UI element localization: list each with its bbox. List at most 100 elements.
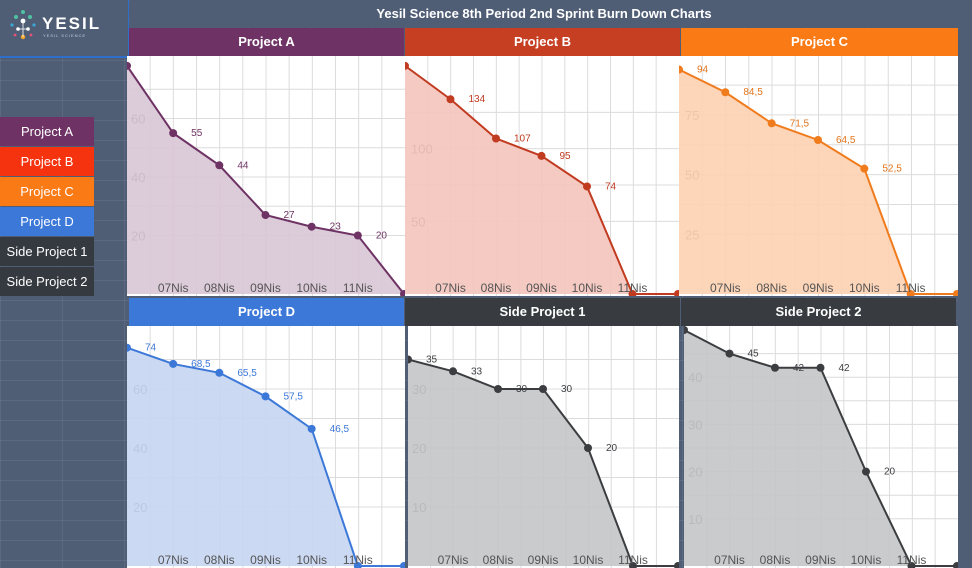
data-label: 71,5 [790,118,810,129]
series-area [127,347,404,566]
chart-title: Project A [129,28,404,56]
x-tick-label: 08Nis [204,553,235,567]
data-label: 68,5 [191,359,211,370]
x-tick-label: 10Nis [849,281,880,295]
series-area [405,65,678,295]
data-point [584,444,592,452]
data-point [862,467,870,476]
legend-item: Side Project 2 [0,267,94,296]
x-tick-label: 08Nis [481,281,512,295]
x-tick-label: 09Nis [250,553,281,567]
x-tick-label: 11Nis [897,553,927,567]
data-point [408,355,412,364]
data-point [215,368,224,377]
legend-item: Project D [0,207,94,236]
data-label: 42 [793,363,805,374]
x-tick-label: 10Nis [851,553,882,567]
x-tick-label: 07Nis [710,281,741,295]
chart-title: Side Project 2 [681,298,956,326]
data-label: 20 [884,467,896,478]
data-point [583,182,591,191]
data-point [400,562,405,568]
x-tick-label: 09Nis [526,281,557,295]
data-label: 33 [471,366,483,377]
x-tick-label: 08Nis [760,553,791,567]
data-point [679,65,683,74]
data-point [127,343,131,352]
legend-item: Project C [0,177,94,206]
data-point [725,349,734,358]
data-label: 42 [839,363,851,374]
x-tick-label: 07Nis [158,281,189,295]
data-point [953,562,958,568]
data-point [127,61,131,70]
data-label: 35 [426,355,438,366]
data-point [907,562,916,568]
burndown-chart: 2550759484,571,564,552,507Nis08Nis09Nis1… [679,56,958,296]
x-tick-label: 09Nis [250,281,281,295]
x-tick-label: 07Nis [714,553,745,567]
logo-icon [10,10,36,40]
burndown-chart: 2040607468,565,557,546,507Nis08Nis09Nis1… [127,326,405,568]
data-point [628,290,637,296]
data-label: 30 [561,384,573,395]
series-area [127,65,404,294]
data-point [953,290,958,296]
data-point [494,385,502,393]
data-label: 134 [469,94,486,105]
data-label: 46,5 [330,424,350,435]
data-label: 44 [237,160,249,171]
burndown-chart: 102030353330302007Nis08Nis09Nis10Nis11Ni… [408,326,679,568]
data-label: 52,5 [882,164,902,175]
data-point [771,363,779,372]
data-point [906,290,915,296]
x-tick-label: 09Nis [528,553,559,567]
logo-name: YESIL [42,14,102,33]
x-tick-label: 08Nis [483,553,514,567]
data-label: 30 [516,384,528,395]
data-label: 94 [697,65,709,76]
data-point [353,562,362,568]
data-point [215,161,224,170]
data-label: 23 [330,222,342,233]
x-tick-label: 08Nis [204,281,235,295]
x-tick-label: 07Nis [158,553,189,567]
data-label: 84,5 [743,87,763,98]
data-label: 57,5 [284,391,304,402]
data-label: 27 [284,210,296,221]
data-point [169,129,178,138]
legend-item: Project B [0,147,94,176]
x-tick-label: 10Nis [296,553,327,567]
series-area [684,330,957,566]
burndown-chart: 50100134107957407Nis08Nis09Nis10Nis11Nis [405,56,679,296]
data-point [400,290,405,296]
data-point [674,562,679,568]
x-tick-label: 07Nis [438,553,469,567]
x-tick-label: 10Nis [296,281,327,295]
data-label: 65,5 [237,368,257,379]
x-tick-label: 11Nis [896,281,926,295]
legend: Project A Project B Project C Project D Side… [0,117,94,297]
data-point [539,385,547,393]
data-point [767,119,776,128]
data-point [446,95,455,104]
chart-title: Side Project 1 [405,298,680,326]
data-point [674,290,679,296]
x-tick-label: 11Nis [618,281,648,295]
chart-title: Project D [129,298,404,326]
x-tick-label: 10Nis [573,553,604,567]
legend-item: Project A [0,117,94,146]
series-area [679,69,957,294]
page-title: Yesil Science 8th Period 2nd Sprint Burn… [130,0,958,27]
data-label: 20 [606,443,618,454]
data-label: 64,5 [836,135,856,146]
data-label: 55 [191,128,203,139]
x-tick-label: 08Nis [756,281,787,295]
data-label: 45 [748,349,760,360]
data-point [629,562,637,568]
x-tick-label: 11Nis [343,553,373,567]
burndown-chart: 204060554427232007Nis08Nis09Nis10Nis11Ni… [127,56,405,296]
series-area [408,359,678,566]
data-point [492,134,500,143]
right-margin [958,0,972,568]
